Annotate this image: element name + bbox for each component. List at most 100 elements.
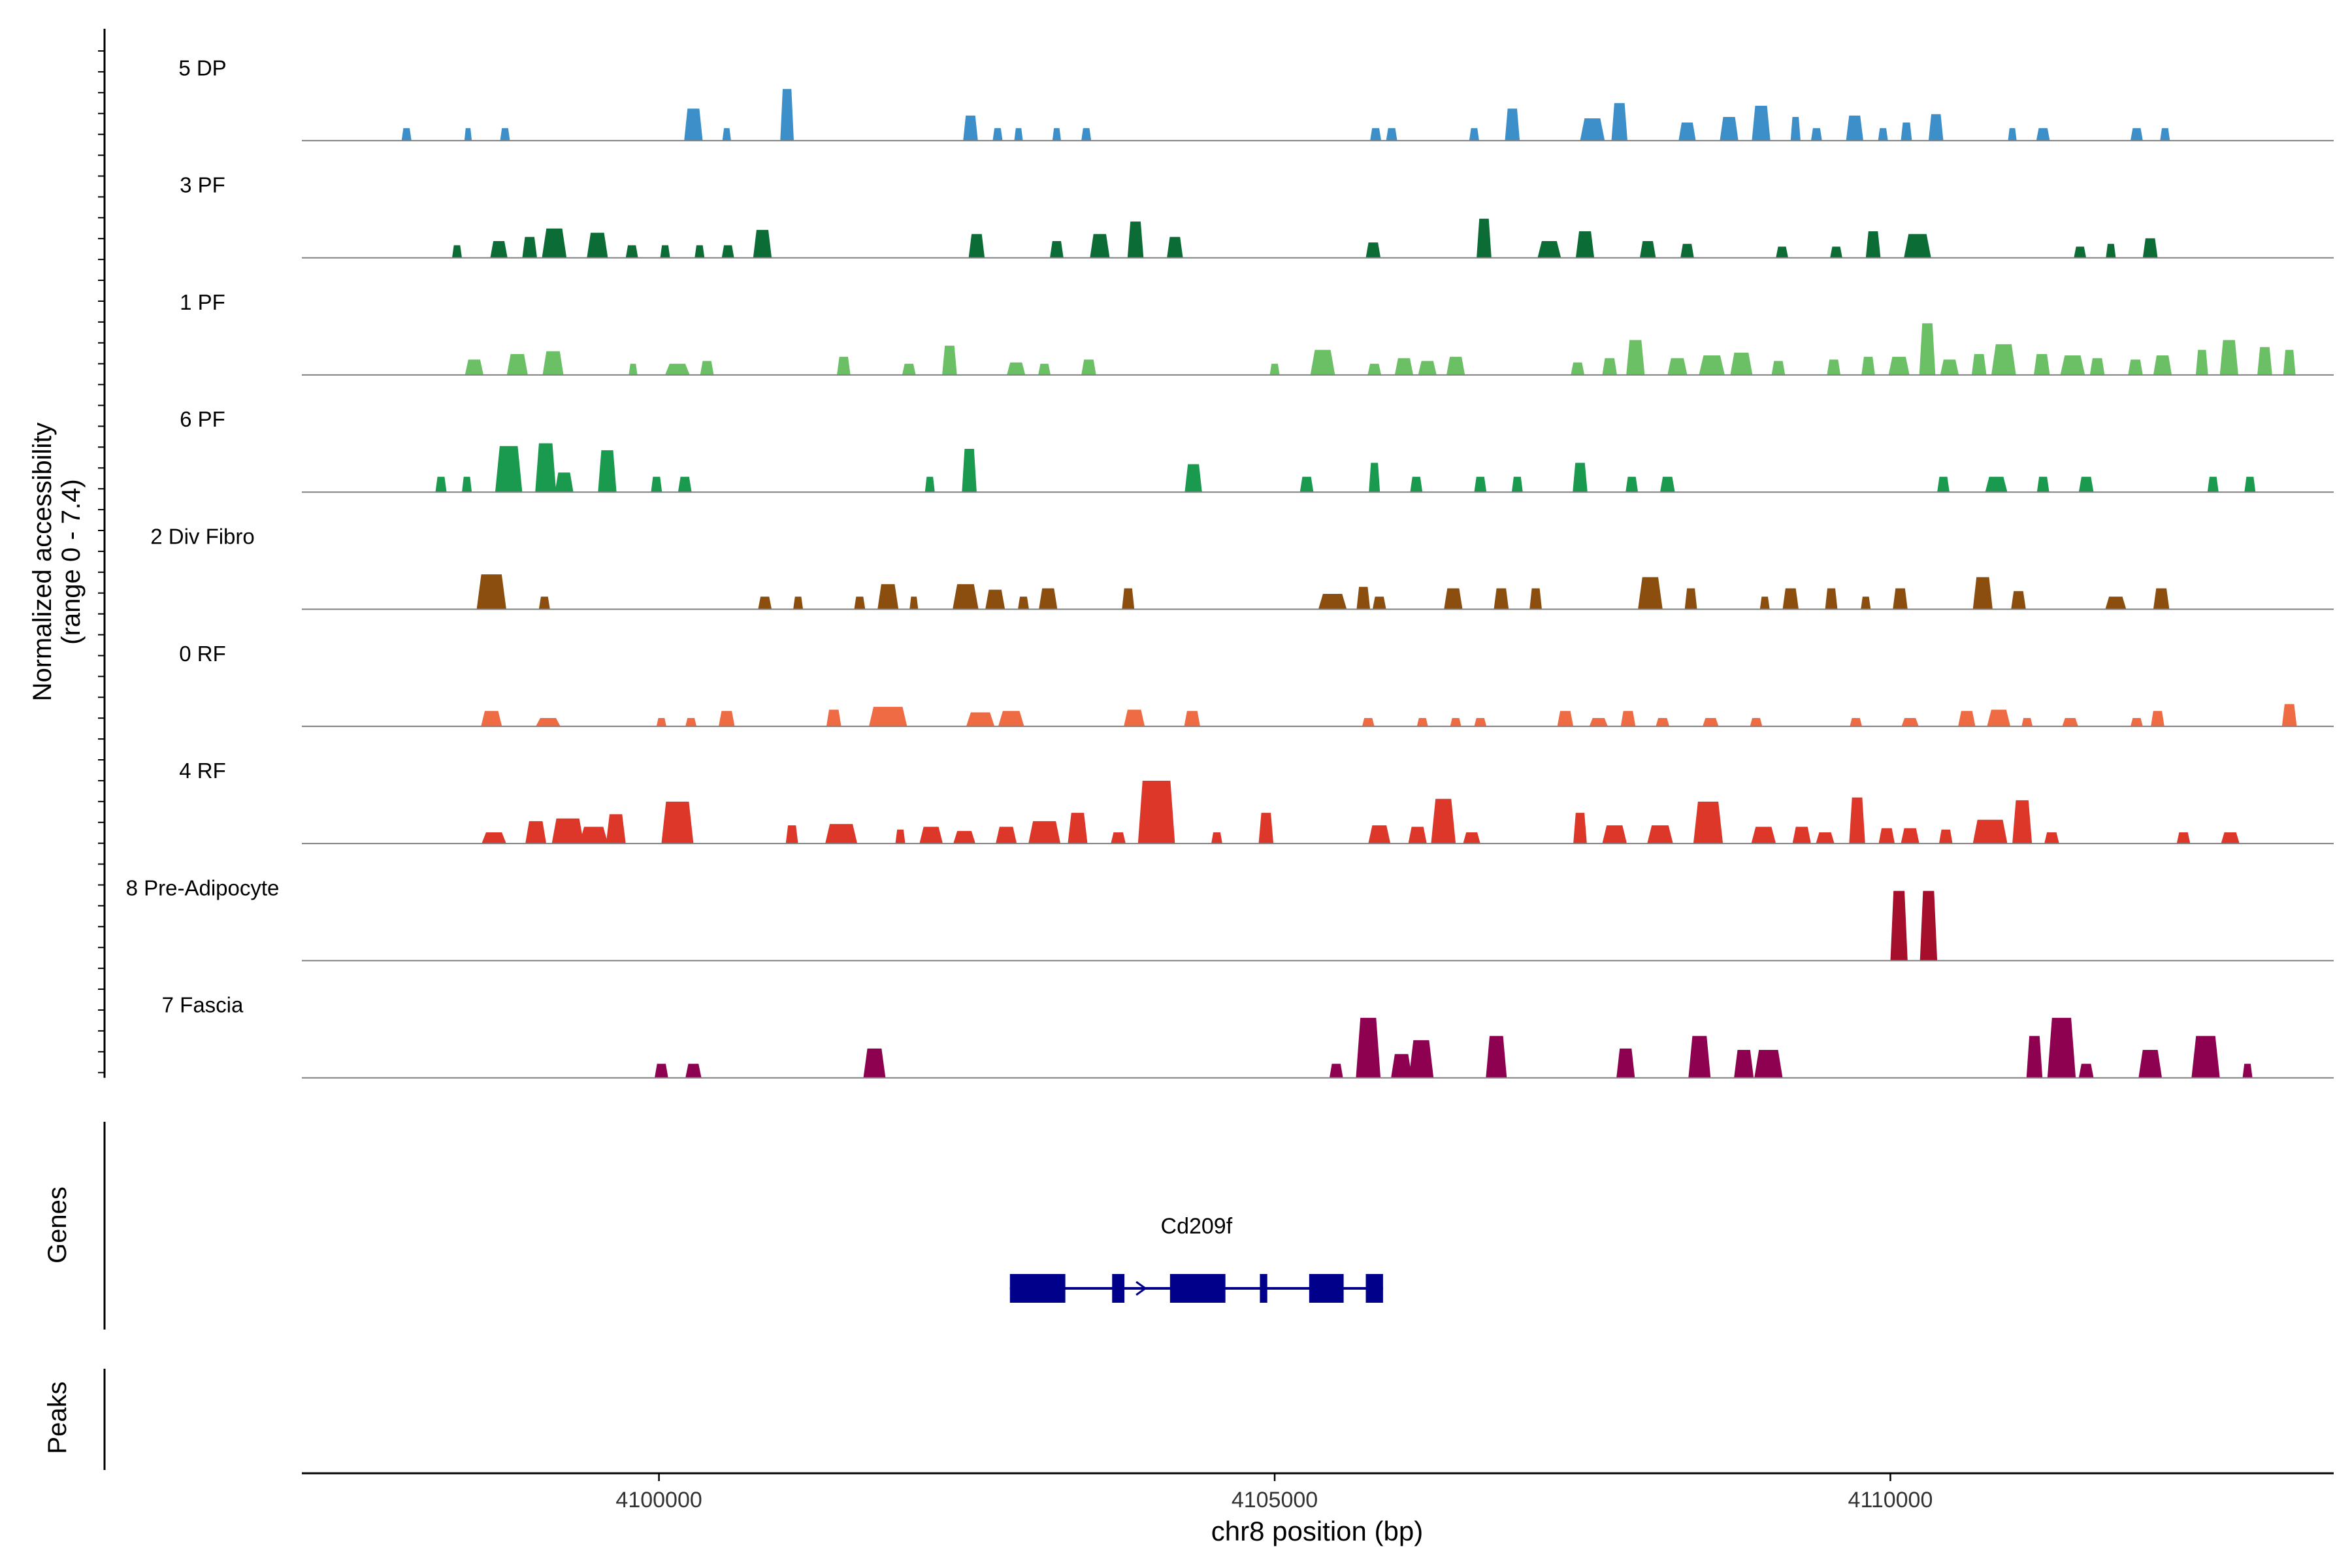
coverage-peak [758,596,772,610]
coverage-peak [1318,594,1347,610]
coverage-peak [1846,115,1863,141]
coverage-peak [1052,128,1061,141]
coverage-peak [1356,587,1371,610]
coverage-peak [1688,1036,1711,1078]
coverage-peak [1111,832,1126,844]
coverage-peak [942,346,957,375]
coverage-peak [1790,117,1801,141]
coverage-peak [780,89,794,141]
coverage-peak [660,245,670,258]
coverage-peak [1861,357,1875,375]
coverage-peak [1081,128,1092,141]
coverage-peak [1861,596,1871,610]
coverage-peak [464,128,472,141]
coverage-peak [1602,358,1617,375]
coverage-peak [722,128,731,141]
coverage-peak [719,711,735,727]
coverage-peak [1369,463,1380,493]
track-group: 7 Fascia [162,993,2334,1079]
coverage-peak [522,237,537,258]
coverage-peak [1639,241,1656,258]
coverage-peak [1904,234,1931,258]
coverage-peak [1081,359,1096,375]
coverage-peak [1893,588,1908,610]
coverage-peak [1865,231,1881,258]
coverage-peak [2060,355,2085,375]
coverage-peak [2281,704,2297,727]
gene-name-label: Cd209f [1161,1214,1233,1239]
coverage-peak [1137,781,1175,844]
coverage-peak [1972,577,1993,610]
coverage-peak [1391,1054,1413,1078]
coverage-peak [1750,718,1763,727]
coverage-peak [1310,350,1335,375]
coverage-peak [587,233,608,258]
coverage-peak [1068,813,1088,844]
coverage-peak [2026,1036,2043,1078]
coverage-peak [1626,340,1645,375]
coverage-peak [1611,103,1627,141]
coverage-peak [854,596,866,610]
coverage-peak [538,596,550,610]
axes-layer: 4100000 4105000 4110000 [98,29,2334,1512]
coverage-peak [1625,476,1639,493]
coverage-peak [1418,361,1437,375]
coverage-peak [481,711,502,727]
track-label: 8 Pre-Adipocyte [126,875,280,900]
coverage-peak [1537,241,1561,258]
track-label: 7 Fascia [162,993,244,1017]
coverage-peak [1888,357,1910,375]
track-group: 8 Pre-Adipocyte [126,875,2334,962]
coverage-peak [482,832,506,844]
coverage-peak [661,802,694,844]
coverage-peak [1386,128,1397,141]
coverage-peak [462,476,472,493]
gene-exon [1365,1274,1383,1303]
coverage-peak [1667,358,1688,375]
gene-exon [1169,1274,1226,1303]
coverage-peak [2036,476,2050,493]
coverage-peak [2142,238,2158,258]
coverage-peak [1878,828,1895,844]
coverage-peak [2078,1064,2094,1078]
coverage-peak [1830,246,1842,258]
coverage-peak [1849,797,1865,844]
coverage-peak [1184,711,1200,727]
coverage-peak [2021,718,2033,727]
coverage-peak [1299,476,1314,493]
gene-exon [1260,1274,1267,1303]
coverage-peak [536,718,561,727]
coverage-peak [1050,241,1064,258]
coverage-peak [2131,718,2143,727]
coverage-peak [1771,361,1786,375]
gene-exon [1009,1274,1066,1303]
coverage-peak [2242,1064,2253,1078]
coverage-peak [1720,117,1739,141]
coverage-peak [1987,710,2011,727]
coverage-peak [1776,246,1788,258]
gene-exon [1112,1274,1125,1303]
track-label: 0 RF [179,642,226,666]
coverage-peak [1580,118,1605,141]
coverage-peak [495,446,523,493]
coverage-peak [2078,476,2094,493]
coverage-peak [651,476,662,493]
coverage-peak [2012,800,2033,844]
track-group: 5 DP [178,56,2334,142]
coverage-peak [721,245,734,258]
coverage-peak [1589,718,1608,727]
coverage-peak [1477,218,1492,258]
coverage-peak [535,443,557,493]
coverage-peak [2105,596,2127,610]
coverage-peak [1759,596,1770,610]
coverage-peak [625,245,638,258]
track-label: 6 PF [180,407,225,431]
coverage-tracks: 5 DP 3 PF 1 PF 6 PF 2 Div Fibro 0 RF 4 RF 8 Pre… [126,56,2334,1079]
track-label: 5 DP [178,56,226,80]
coverage-peak [895,829,906,844]
coverage-peak [1703,718,1719,727]
coverage-peak [2047,1017,2076,1078]
coverage-peak [1792,826,1811,844]
coverage-peak [902,363,916,375]
coverage-peak [1782,588,1799,610]
